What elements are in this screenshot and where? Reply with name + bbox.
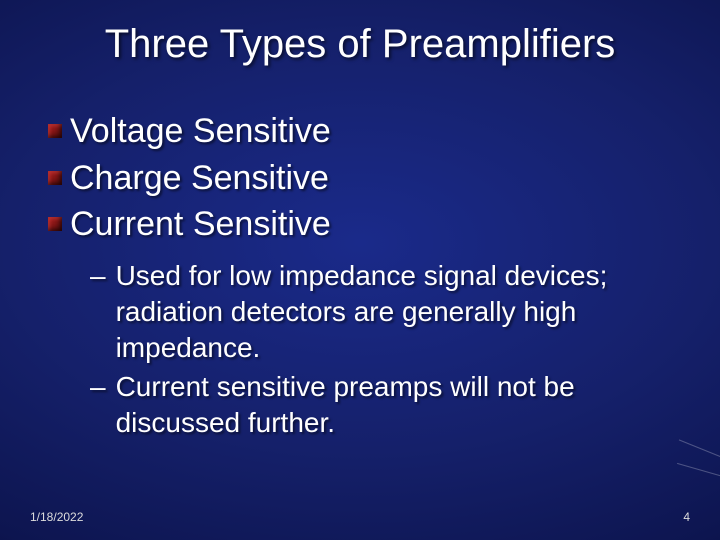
square-bullet-icon [48, 171, 62, 185]
dash-bullet-icon: – [90, 258, 106, 294]
sub-list-item-text: Used for low impedance signal devices; r… [116, 258, 656, 367]
footer-page-number: 4 [683, 510, 690, 524]
slide-body: Voltage Sensitive Charge Sensitive Curre… [48, 110, 672, 443]
list-item: Voltage Sensitive [48, 110, 672, 153]
list-item: Charge Sensitive [48, 157, 672, 200]
footer-date: 1/18/2022 [30, 510, 83, 524]
decorative-lines-icon [680, 450, 720, 510]
square-bullet-icon [48, 124, 62, 138]
sub-list-item: – Used for low impedance signal devices;… [90, 258, 672, 367]
sub-list: – Used for low impedance signal devices;… [90, 258, 672, 442]
sub-list-item-text: Current sensitive preamps will not be di… [116, 369, 656, 442]
list-item-text: Charge Sensitive [70, 157, 329, 200]
slide: Three Types of Preamplifiers Voltage Sen… [0, 0, 720, 540]
list-item-text: Current Sensitive [70, 203, 331, 246]
list-item-text: Voltage Sensitive [70, 110, 331, 153]
square-bullet-icon [48, 217, 62, 231]
dash-bullet-icon: – [90, 369, 106, 405]
slide-title: Three Types of Preamplifiers [0, 22, 720, 67]
sub-list-item: – Current sensitive preamps will not be … [90, 369, 672, 442]
list-item: Current Sensitive [48, 203, 672, 246]
